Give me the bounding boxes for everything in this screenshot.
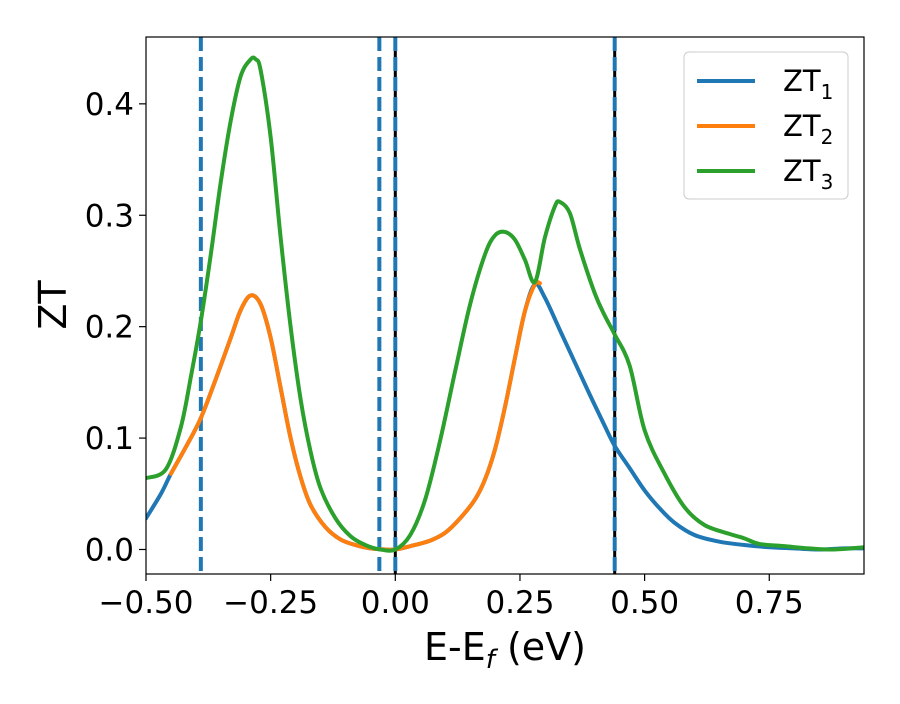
x-tick-label: −0.25 [223,585,318,621]
series-lines [146,55,864,553]
x-tick-label: 0.75 [735,585,804,621]
series-line-zt1 [146,281,864,552]
y-tick-label: 0.0 [85,532,134,568]
legend-label-zt1: ZT1 [783,64,833,104]
y-tick-label: 0.4 [85,87,134,123]
x-tick-label: −0.50 [99,585,194,621]
legend-label-zt2: ZT2 [783,109,833,149]
y-tick-label: 0.1 [85,421,134,457]
y-tick-label: 0.3 [85,198,134,234]
series-line-zt3 [146,55,864,553]
x-axis-label: E-Ef (eV) [424,625,586,675]
y-axis-label: ZT [31,280,75,330]
legend-frame [683,51,849,200]
y-tick-label: 0.2 [85,310,134,346]
plot-frame [145,36,865,575]
series-line-zt2 [168,280,542,552]
legend: ZT1 ZT2 ZT3 [683,51,849,200]
reference-lines [198,37,617,574]
x-tick-label: 0.00 [361,585,430,621]
y-axis-ticks: 0.0 0.1 0.2 0.3 0.4 [85,87,146,568]
x-tick-label: 0.50 [610,585,679,621]
x-axis-ticks: −0.50 −0.25 0.00 0.25 0.50 0.75 [99,574,804,621]
legend-label-zt3: ZT3 [783,154,833,194]
x-tick-label: 0.25 [485,585,554,621]
